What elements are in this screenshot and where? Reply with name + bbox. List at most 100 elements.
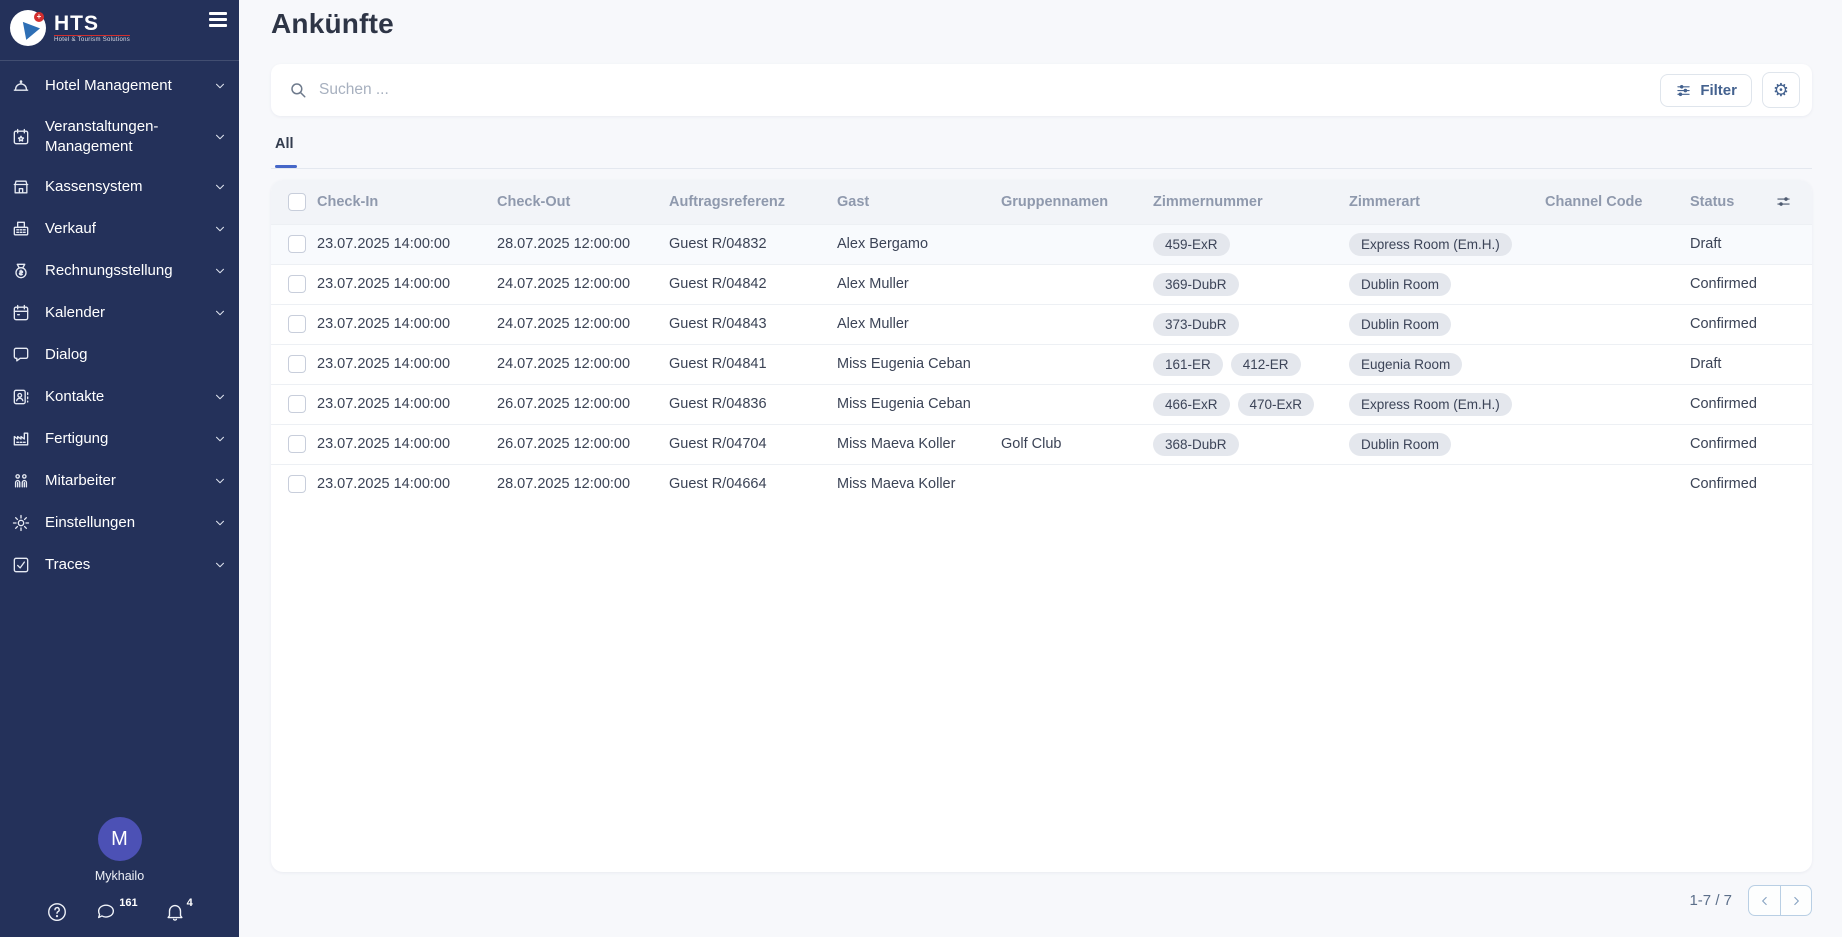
table-row[interactable]: 23.07.2025 14:00:00 24.07.2025 12:00:00 … [271, 343, 1812, 384]
room-number-badge: 369-DubR [1153, 272, 1239, 296]
cell-guest: Alex Muller [837, 263, 1001, 304]
contact-card-icon [10, 386, 32, 408]
column-header-check-in[interactable]: Check-In [317, 180, 497, 224]
cell-check-out: 28.07.2025 12:00:00 [497, 463, 669, 504]
cell-status: Confirmed [1690, 463, 1768, 504]
table-row[interactable]: 23.07.2025 14:00:00 24.07.2025 12:00:00 … [271, 303, 1812, 344]
arrivals-table: Check-In Check-Out Auftragsreferenz Gast… [271, 180, 1812, 504]
table-row[interactable]: 23.07.2025 14:00:00 26.07.2025 12:00:00 … [271, 383, 1812, 424]
row-checkbox[interactable] [288, 275, 306, 293]
prev-page-button[interactable] [1749, 886, 1780, 915]
column-header-check-out[interactable]: Check-Out [497, 180, 669, 224]
sidebar-item-traces[interactable]: Traces [0, 544, 239, 586]
next-page-button[interactable] [1780, 886, 1811, 915]
sidebar-nav: Hotel Management Veranstaltungen-Managem… [0, 65, 239, 817]
user-name: Mykhailo [94, 869, 145, 883]
cell-status: Draft [1690, 343, 1768, 384]
page-range-label: 1-7 / 7 [1689, 892, 1732, 909]
sidebar-user-section: M Mykhailo 161 4 [0, 817, 239, 937]
cell-check-in: 23.07.2025 14:00:00 [317, 223, 497, 264]
cell-channel-code [1545, 263, 1690, 304]
cell-check-out: 24.07.2025 12:00:00 [497, 263, 669, 304]
cell-status: Confirmed [1690, 303, 1768, 344]
chevron-right-icon [1789, 894, 1803, 908]
chevron-down-icon [213, 390, 227, 404]
tab-bar: All [271, 134, 1812, 169]
column-header-gast[interactable]: Gast [837, 180, 1001, 224]
table-row[interactable]: 23.07.2025 14:00:00 28.07.2025 12:00:00 … [271, 463, 1812, 504]
column-settings-icon[interactable] [1768, 194, 1804, 209]
brand-tagline: Hotel & Tourism Solutions [54, 35, 131, 43]
cloche-icon [10, 75, 32, 97]
chat-messages-icon[interactable]: 161 [94, 897, 138, 923]
chat-bubble-icon [10, 344, 32, 366]
cell-channel-code [1545, 223, 1690, 264]
table-row[interactable]: 23.07.2025 14:00:00 26.07.2025 12:00:00 … [271, 423, 1812, 464]
column-header-gruppennamen[interactable]: Gruppennamen [1001, 180, 1153, 224]
sidebar-item-hotel-management[interactable]: Hotel Management [0, 65, 239, 107]
sidebar-item-kassensystem[interactable]: Kassensystem [0, 166, 239, 208]
cell-reference: Guest R/04841 [669, 343, 837, 384]
cell-check-out: 26.07.2025 12:00:00 [497, 383, 669, 424]
column-header-zimmerart[interactable]: Zimmerart [1349, 180, 1545, 224]
sidebar-item-kontakte[interactable]: Kontakte [0, 376, 239, 418]
table-row[interactable]: 23.07.2025 14:00:00 28.07.2025 12:00:00 … [271, 223, 1812, 264]
cell-guest: Alex Muller [837, 303, 1001, 344]
table-row[interactable]: 23.07.2025 14:00:00 24.07.2025 12:00:00 … [271, 263, 1812, 304]
cell-check-in: 23.07.2025 14:00:00 [317, 263, 497, 304]
hamburger-menu-icon[interactable] [209, 12, 229, 30]
hts-logo-icon: + [10, 10, 46, 46]
row-checkbox[interactable] [288, 435, 306, 453]
search-input[interactable] [319, 81, 1661, 99]
column-header-auftragsreferenz[interactable]: Auftragsreferenz [669, 180, 837, 224]
chevron-down-icon [213, 474, 227, 488]
sidebar-item-einstellungen[interactable]: Einstellungen [0, 502, 239, 544]
tab-all[interactable]: All [271, 134, 301, 168]
select-all-checkbox[interactable] [288, 192, 306, 211]
cell-room-type: Dublin Room [1349, 423, 1545, 464]
sidebar-item-kalender[interactable]: Kalender [0, 292, 239, 334]
column-header-zimmernummer[interactable]: Zimmernummer [1153, 180, 1349, 224]
cell-guest: Miss Maeva Koller [837, 423, 1001, 464]
cell-check-in: 23.07.2025 14:00:00 [317, 423, 497, 464]
brand-logo[interactable]: + HTS Hotel & Tourism Solutions [10, 10, 227, 46]
filter-sliders-icon [1675, 83, 1692, 98]
row-checkbox[interactable] [288, 315, 306, 333]
money-bag-icon [10, 260, 32, 282]
room-type-badge: Dublin Room [1349, 272, 1452, 296]
row-checkbox[interactable] [288, 235, 306, 253]
sidebar-item-fertigung[interactable]: Fertigung [0, 418, 239, 460]
filter-button[interactable]: Filter [1660, 73, 1752, 107]
table-settings-button[interactable]: ⚙ [1762, 72, 1800, 108]
page-title: Ankünfte [271, 8, 394, 39]
cell-group [1001, 383, 1153, 424]
cell-check-out: 24.07.2025 12:00:00 [497, 343, 669, 384]
brand-name: HTS [54, 12, 99, 35]
cell-group [1001, 263, 1153, 304]
cell-channel-code [1545, 343, 1690, 384]
pagination: 1-7 / 7 [271, 885, 1812, 916]
sidebar-item-dialog[interactable]: Dialog [0, 334, 239, 376]
bell-icon[interactable]: 4 [164, 897, 193, 923]
chevron-down-icon [213, 79, 227, 93]
cell-guest: Miss Eugenia Ceban [837, 343, 1001, 384]
row-checkbox[interactable] [288, 395, 306, 413]
cell-reference: Guest R/04664 [669, 463, 837, 504]
help-icon[interactable] [46, 901, 68, 923]
sidebar-item-mitarbeiter[interactable]: Mitarbeiter [0, 460, 239, 502]
chevron-down-icon [213, 264, 227, 278]
row-checkbox[interactable] [288, 475, 306, 494]
column-header-channel-code[interactable]: Channel Code [1545, 180, 1690, 224]
factory-icon [10, 428, 32, 450]
cell-status: Confirmed [1690, 383, 1768, 424]
cell-room-type: Dublin Room [1349, 303, 1545, 344]
sidebar-item-veranstaltungen[interactable]: Veranstaltungen-Management [0, 107, 239, 166]
sidebar-item-rechnungsstellung[interactable]: Rechnungsstellung [0, 250, 239, 292]
cell-reference: Guest R/04832 [669, 223, 837, 264]
notification-count-badge: 4 [186, 897, 193, 909]
row-checkbox[interactable] [288, 355, 306, 373]
cell-reference: Guest R/04842 [669, 263, 837, 304]
avatar[interactable]: M [97, 817, 142, 861]
column-header-status[interactable]: Status [1690, 180, 1768, 224]
sidebar-item-verkauf[interactable]: Verkauf [0, 208, 239, 250]
